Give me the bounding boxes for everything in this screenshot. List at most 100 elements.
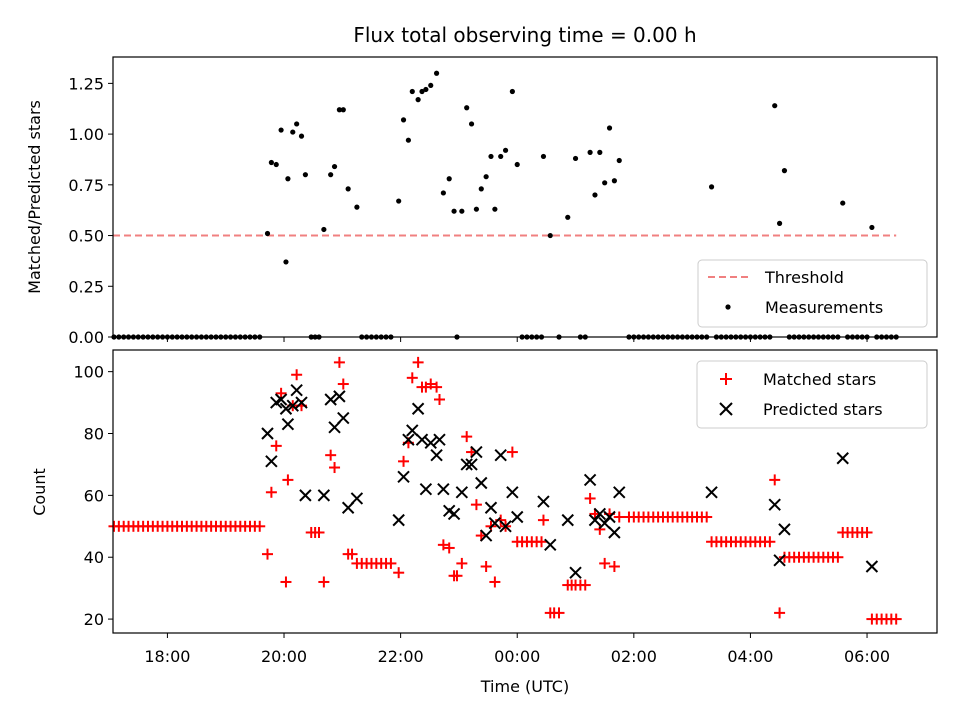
matched-star-point <box>385 557 397 569</box>
matched-star-point <box>406 372 418 384</box>
predicted-star-point <box>265 455 278 468</box>
matched-star-point <box>433 393 445 405</box>
measurement-point <box>772 103 778 109</box>
measurement-point <box>294 121 300 127</box>
predicted-star-point <box>603 510 616 524</box>
matched-star-point <box>861 526 873 538</box>
bottom-axes-frame <box>112 349 938 634</box>
bottom-x-tick-label: 06:00 <box>844 647 890 666</box>
predicted-star-point <box>499 520 512 533</box>
bottom-legend-box <box>696 360 928 429</box>
matched-star-point <box>254 520 266 532</box>
predicted-star-point <box>392 513 405 527</box>
measurement-point <box>405 137 411 143</box>
measurement-point <box>587 149 593 155</box>
measurement-point <box>869 224 875 231</box>
matched-star-point <box>832 551 844 563</box>
measurement-point <box>464 105 470 111</box>
measurement-point <box>264 230 271 237</box>
matched-star-point <box>346 548 358 560</box>
bottom-x-tick-label: 02:00 <box>611 647 657 666</box>
legend-matched-label: Matched stars <box>763 370 876 389</box>
predicted-star-point <box>279 402 293 415</box>
predicted-star-point <box>286 399 299 412</box>
top-chart-title: Flux total observing time = 0.00 h <box>353 23 696 47</box>
measurement-point <box>540 153 547 160</box>
matched-star-point <box>470 499 482 511</box>
measurement-point <box>440 190 446 196</box>
matched-star-point <box>451 570 463 582</box>
measurement-point <box>488 153 494 160</box>
predicted-star-point <box>506 486 519 499</box>
predicted-star-point <box>836 452 849 465</box>
legend-measurements-label: Measurements <box>765 298 883 317</box>
measurement-point <box>514 161 520 168</box>
matched-star-point <box>398 455 410 467</box>
measurement-point <box>776 220 783 226</box>
measurement-point <box>290 129 296 135</box>
top-y-tick-label: 1.00 <box>68 125 104 144</box>
bottom-x-ticks: 18:00 20:00 22:00 00:00 02:00 04:00 06:00 <box>144 633 890 666</box>
matched-star-point <box>584 492 596 504</box>
legend-threshold-label: Threshold <box>764 268 844 287</box>
legend-matched-swatch <box>720 373 732 385</box>
predicted-star-point <box>415 433 429 446</box>
measurement-point <box>592 192 598 198</box>
matched-star-point <box>613 511 625 523</box>
predicted-star-point <box>397 470 410 484</box>
measurement-point <box>483 174 489 180</box>
bottom-y-axis-label: Count <box>30 468 49 516</box>
top-y-tick-label: 0.25 <box>68 277 104 296</box>
predicted-star-point <box>475 476 488 490</box>
matched-star-point <box>329 462 341 474</box>
predicted-star-point <box>406 424 419 437</box>
predicted-star-point <box>544 538 557 552</box>
measurement-point <box>473 206 480 212</box>
predicted-star-point <box>465 458 478 471</box>
top-y-tick-label: 0.75 <box>68 176 104 195</box>
matched-star-point <box>461 431 473 443</box>
measurement-point <box>468 121 475 127</box>
measurement-point <box>616 157 622 164</box>
matched-star-point <box>437 539 449 551</box>
predicted-star-point <box>705 486 718 499</box>
matched-star-point <box>282 474 294 486</box>
top-y-tick-label: 0.50 <box>68 227 104 246</box>
bottom-x-tick-label: 00:00 <box>494 647 540 666</box>
matched-star-point <box>537 514 549 526</box>
predicted-star-point <box>261 427 274 440</box>
bottom-x-tick-label: 04:00 <box>727 647 773 666</box>
predicted-star-point <box>613 486 626 499</box>
measurement-point <box>498 153 504 160</box>
measurement-point <box>273 161 279 168</box>
predicted-star-point <box>290 384 303 397</box>
predicted-star-point <box>402 433 415 446</box>
predicted-star-point <box>337 411 350 425</box>
matched-star-point <box>337 378 349 390</box>
predicted-star-point <box>274 393 288 406</box>
measurement-point <box>459 208 465 214</box>
bottom-y-tick-label: 80 <box>84 425 104 444</box>
top-y-axis-label: Matched/Predicted stars <box>25 100 44 294</box>
matched-star-point <box>313 526 325 538</box>
predicted-star-point <box>447 507 461 521</box>
top-x-ticks <box>166 337 868 342</box>
matched-star-point <box>291 369 303 381</box>
predicted-star-point <box>411 402 425 415</box>
matched-star-point <box>599 557 611 569</box>
measurement-point <box>597 149 603 155</box>
predicted-star-point <box>333 390 346 403</box>
top-legend: Threshold Measurements <box>697 259 928 328</box>
matched-star-point <box>443 542 455 554</box>
legend-measurements-swatch <box>725 304 731 310</box>
matched-star-point <box>774 607 786 619</box>
measurement-point <box>565 214 571 220</box>
measurement-point <box>611 178 617 184</box>
bottom-panel: 20 40 60 80 100 18:00 20:00 22:00 00:00 02:00 04:… <box>30 349 938 696</box>
measurement-point <box>547 232 553 239</box>
matched-star-point <box>579 579 591 591</box>
top-legend-box <box>697 259 928 328</box>
measurement-point <box>572 155 579 162</box>
measurement-point <box>509 88 515 95</box>
